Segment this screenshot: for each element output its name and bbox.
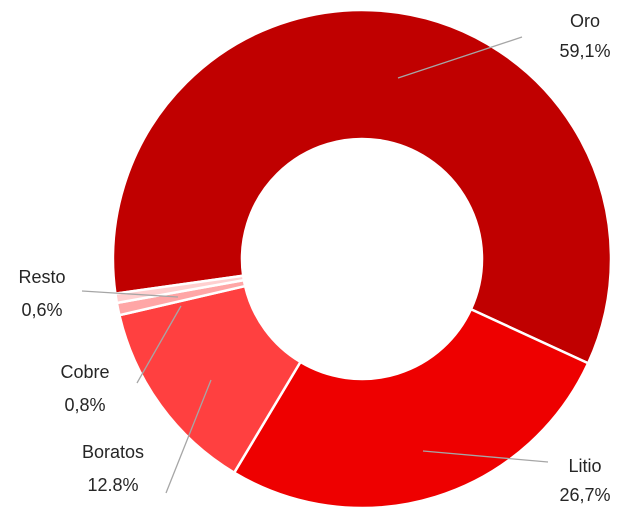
slice-value-label: 26,7% xyxy=(559,485,610,505)
slice-value-label: 0,6% xyxy=(21,300,62,320)
slice-value-label: 0,8% xyxy=(64,395,105,415)
leader-line xyxy=(397,36,523,79)
slice-value-label: 12.8% xyxy=(87,475,138,495)
slice-label: Litio xyxy=(568,456,601,476)
leader-line xyxy=(81,290,179,298)
slice-label: Cobre xyxy=(60,362,109,382)
leader-line xyxy=(165,379,212,494)
slice-value-label: 59,1% xyxy=(559,41,610,61)
slice xyxy=(232,307,590,510)
slice xyxy=(111,8,613,365)
slice xyxy=(114,274,246,305)
leader-line xyxy=(136,305,182,384)
slice-label: Boratos xyxy=(82,442,144,462)
slice-label: Resto xyxy=(18,267,65,287)
slice xyxy=(117,284,303,475)
slice-label: Oro xyxy=(570,11,600,31)
leader-line xyxy=(422,450,549,463)
